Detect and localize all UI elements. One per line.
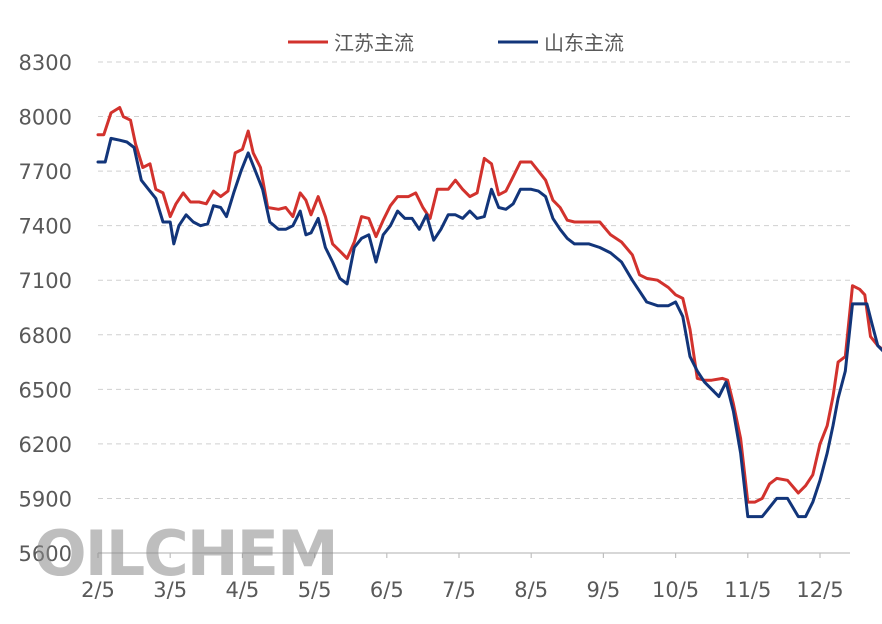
x-axis-ticks: 2/5 3/5 4/5 5/5 6/5 7/5 8/5 9/5 10/5 11/5 12/5 bbox=[81, 553, 844, 602]
x-tick-label: 7/5 bbox=[442, 578, 476, 602]
y-tick-label: 6500 bbox=[19, 378, 72, 402]
y-tick-label: 7100 bbox=[19, 269, 72, 293]
series-line-1 bbox=[96, 106, 882, 504]
y-tick-label: 5900 bbox=[19, 487, 72, 511]
x-tick-label: 5/5 bbox=[298, 578, 332, 602]
x-tick-label: 12/5 bbox=[796, 578, 843, 602]
y-tick-label: 8300 bbox=[19, 51, 72, 75]
legend-label: 江苏主流 bbox=[334, 31, 414, 55]
y-axis-ticks: 5600 5900 6200 6500 6800 7100 7400 7700 8000 8300 bbox=[19, 51, 72, 566]
legend: 江苏主流 山东主流 bbox=[288, 31, 624, 55]
x-tick-label: 9/5 bbox=[587, 578, 621, 602]
y-tick-label: 6200 bbox=[19, 433, 72, 457]
x-tick-label: 11/5 bbox=[724, 578, 771, 602]
y-tick-label: 7400 bbox=[19, 215, 72, 239]
x-tick-label: 4/5 bbox=[226, 578, 260, 602]
y-tick-label: 5600 bbox=[19, 542, 72, 566]
y-tick-label: 7700 bbox=[19, 160, 72, 184]
legend-label: 山东主流 bbox=[544, 31, 624, 55]
x-tick-label: 10/5 bbox=[652, 578, 699, 602]
x-tick-label: 3/5 bbox=[153, 578, 187, 602]
x-tick-label: 6/5 bbox=[370, 578, 404, 602]
y-tick-label: 8000 bbox=[19, 106, 72, 130]
series-line-2 bbox=[96, 136, 882, 519]
x-tick-label: 8/5 bbox=[514, 578, 548, 602]
series-lines bbox=[96, 106, 882, 519]
y-tick-label: 6800 bbox=[19, 324, 72, 348]
x-tick-label: 2/5 bbox=[81, 578, 115, 602]
watermark-logo: OILCHEM bbox=[34, 517, 337, 590]
